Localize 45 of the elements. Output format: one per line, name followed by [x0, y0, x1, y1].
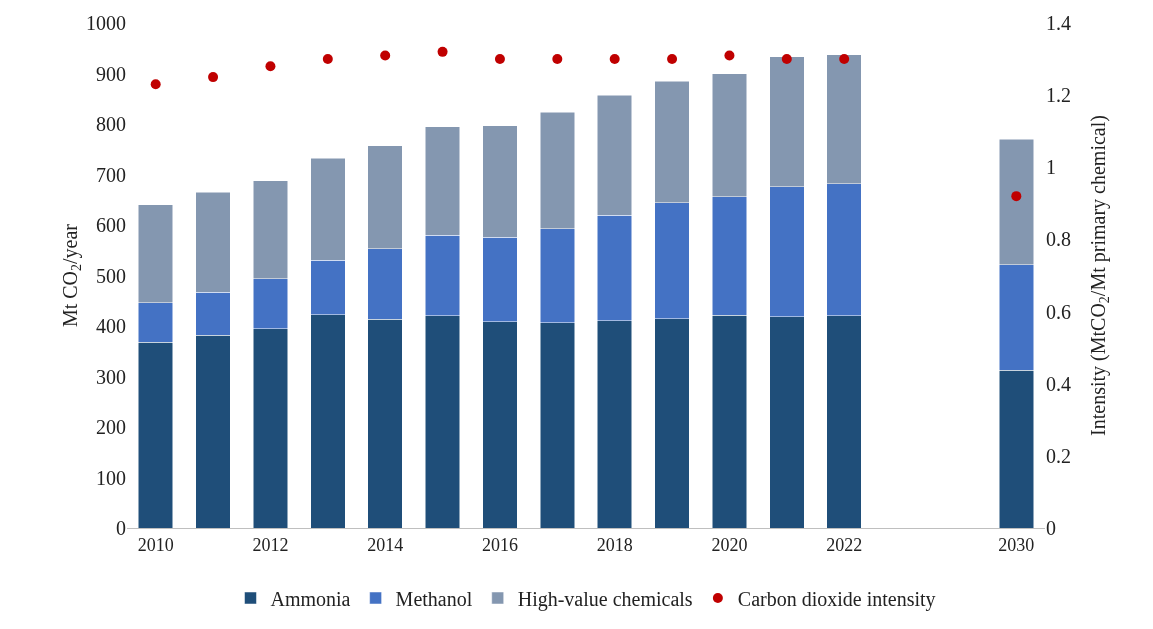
y-tick-label: 300	[96, 365, 126, 388]
y2-tick-label: 1	[1046, 156, 1056, 179]
y-tick-label: 1000	[86, 12, 126, 34]
y-tick-label: 700	[96, 163, 126, 186]
y2-tick-label: 0.2	[1046, 444, 1071, 467]
y2-tick-label: 1.2	[1046, 84, 1071, 107]
point	[437, 46, 448, 57]
x-tick-label: 2010	[137, 534, 174, 555]
y-tick-label: 200	[96, 416, 126, 438]
y2-tick-label: 0	[1046, 517, 1056, 539]
y-tick-label: 0	[116, 517, 126, 539]
y-tick-label: 800	[96, 113, 126, 135]
y2-tick-label: 0.4	[1046, 372, 1071, 395]
point	[322, 54, 333, 65]
x-tick-label: 2020	[711, 534, 748, 555]
legend-label: Methanol	[395, 587, 473, 610]
y-tick-label: 900	[96, 62, 126, 85]
point	[667, 54, 678, 65]
x-tick-label: 2018	[596, 534, 633, 555]
point	[839, 54, 850, 65]
point	[1011, 191, 1022, 202]
legend-label: Ammonia	[270, 587, 351, 610]
point	[208, 72, 219, 83]
y-tick-label: 600	[96, 214, 126, 236]
y2-tick-label: 0.6	[1046, 300, 1071, 323]
point	[494, 54, 505, 65]
point	[781, 54, 792, 65]
point	[150, 79, 161, 90]
x-tick-label: 2014	[367, 534, 404, 555]
point	[724, 50, 735, 61]
point	[609, 54, 620, 65]
legend-label: High-value chemicals	[517, 587, 693, 611]
y-tick-label: 400	[96, 315, 126, 337]
x-tick-label: 2030	[998, 534, 1035, 555]
y2-tick-label: 1.4	[1046, 12, 1071, 34]
legend-label: Carbon dioxide intensity	[737, 587, 936, 611]
y-tick-label: 500	[96, 264, 126, 287]
x-tick-label: 2012	[252, 534, 289, 555]
x-tick-label: 2022	[826, 534, 863, 555]
point	[552, 54, 563, 65]
y2-tick-label: 0.8	[1046, 228, 1071, 251]
point	[265, 61, 276, 72]
point	[380, 50, 391, 61]
y-tick-label: 100	[96, 466, 126, 489]
x-tick-label: 2016	[481, 534, 518, 555]
